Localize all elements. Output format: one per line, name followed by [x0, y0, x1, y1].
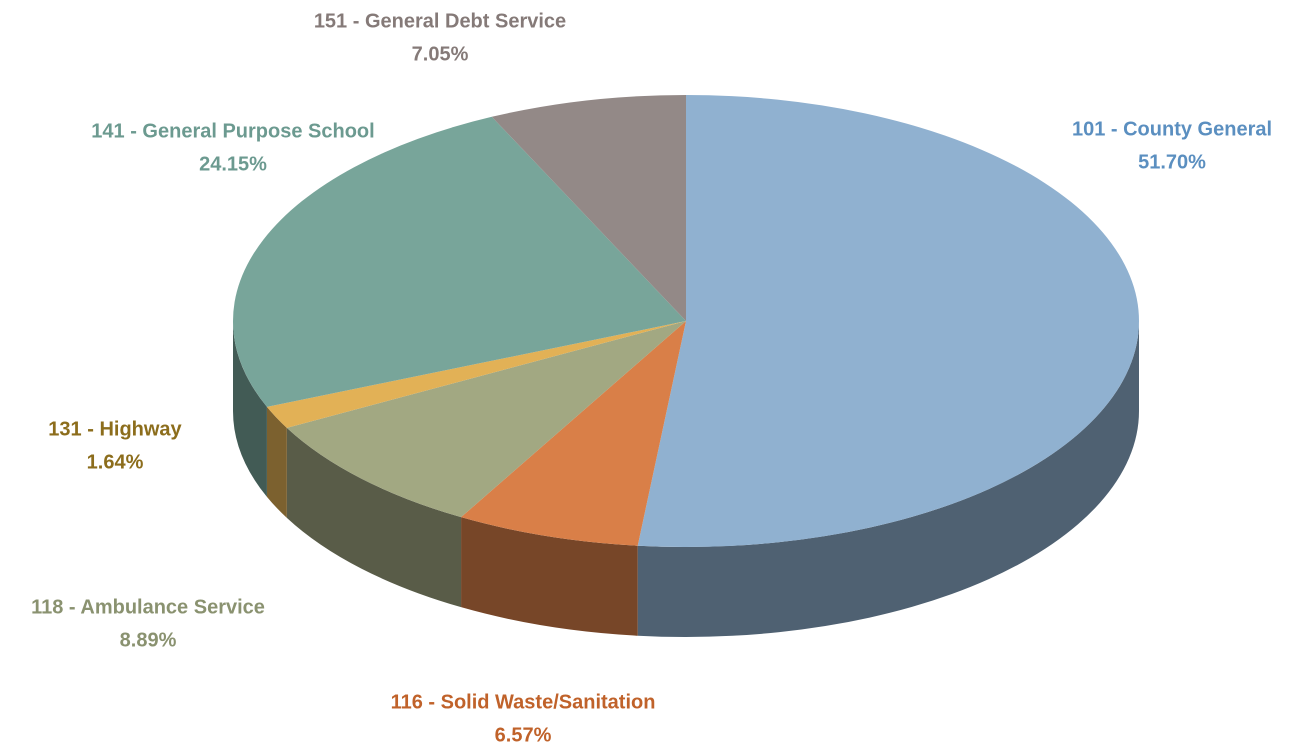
pie-slice [461, 321, 686, 546]
data-label-name: 131 - Highway [48, 418, 182, 440]
data-label-value: 6.57% [495, 724, 552, 746]
data-label-name: 141 - General Purpose School [91, 120, 374, 142]
pie-slice [491, 95, 686, 321]
data-label-name: 118 - Ambulance Service [31, 596, 265, 618]
data-label-value: 1.64% [87, 451, 144, 473]
data-label-name: 116 - Solid Waste/Sanitation [391, 691, 656, 713]
data-label-name: 151 - General Debt Service [314, 10, 566, 32]
data-label-value: 8.89% [120, 629, 177, 651]
pie-side [461, 517, 638, 636]
pie-side [233, 321, 267, 497]
pie-slice [233, 116, 686, 407]
pie-side [286, 427, 462, 608]
pie-slice [266, 321, 686, 428]
data-label-value: 51.70% [1138, 151, 1206, 173]
data-label-value: 24.15% [199, 153, 267, 175]
data-label-name: 101 - County General [1072, 118, 1272, 140]
pie-side [637, 321, 1139, 637]
pie-slice [286, 321, 686, 518]
pie-side [266, 406, 287, 518]
pie-slice [637, 95, 1140, 547]
data-label-value: 7.05% [412, 43, 469, 65]
